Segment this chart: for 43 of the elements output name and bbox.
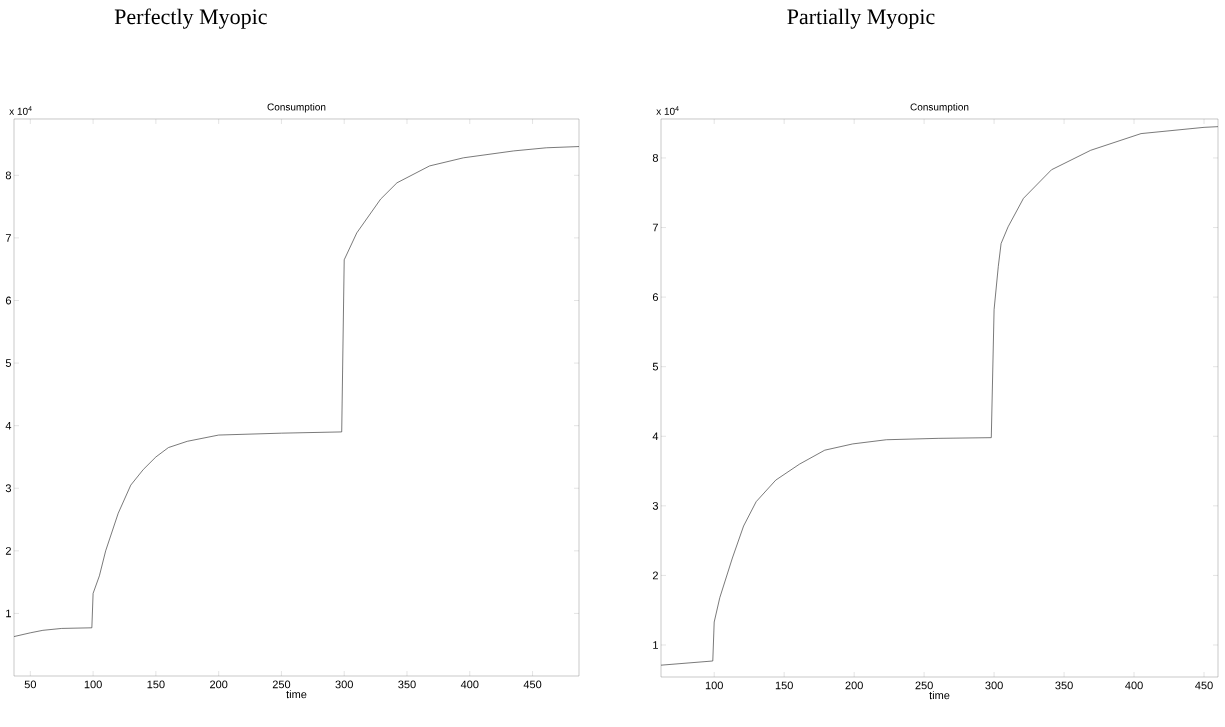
- x-tick-label: 350: [1055, 681, 1073, 690]
- y-tick-label: 4: [652, 432, 659, 441]
- y-tick-label: 2: [5, 546, 11, 555]
- line-series: [14, 146, 579, 637]
- chart-title: Perfectly Myopic: [114, 8, 267, 29]
- text: x 10$^{4}$: [656, 106, 679, 115]
- x-tick-label: 200: [210, 680, 228, 689]
- y-tick-label: 1: [653, 641, 658, 649]
- x-tick-label: 150: [147, 680, 165, 689]
- y-tick-label: 5: [652, 362, 659, 371]
- y-tick-label: 7: [5, 234, 11, 242]
- x-tick-label: 150: [775, 681, 793, 690]
- text: x 10$^{4}$: [9, 106, 32, 115]
- chart-subtitle: Consumption: [910, 103, 969, 113]
- x-tick-label: 450: [1195, 681, 1213, 690]
- line-series: [661, 126, 1219, 666]
- x-tick-label: 350: [398, 680, 416, 689]
- x-axis-title: time: [286, 690, 307, 699]
- y-tick-label: 3: [5, 484, 11, 493]
- y-tick-label: 3: [652, 501, 659, 510]
- y-tick-label: 5: [5, 359, 12, 367]
- y-tick-label: 6: [652, 293, 659, 302]
- x-tick-label: 300: [985, 681, 1003, 690]
- y-tick-label: 4: [5, 421, 12, 430]
- x-tick-label: 250: [915, 681, 933, 690]
- chart-title: Partially Myopic: [787, 8, 935, 29]
- y-tick-label: 1: [6, 609, 11, 618]
- y-tick-label: 8: [5, 171, 11, 180]
- x-axis-title: time: [929, 691, 950, 700]
- y-tick-label: 2: [652, 571, 658, 580]
- x-tick-label: 200: [845, 681, 863, 690]
- x-tick-label: 100: [705, 681, 723, 690]
- x-tick-label: 250: [272, 680, 291, 689]
- x-tick-label: 400: [460, 680, 479, 689]
- x-tick-label: 100: [84, 680, 102, 689]
- x-tick-label: 50: [24, 680, 37, 689]
- y-tick-label: 7: [652, 223, 658, 232]
- x-tick-label: 300: [335, 680, 353, 689]
- chart-subtitle: Consumption: [267, 103, 326, 113]
- x-tick-label: 400: [1125, 681, 1143, 690]
- y-tick-label: 6: [5, 296, 11, 305]
- x-tick-label: 450: [523, 680, 542, 689]
- y-tick-label: 8: [652, 154, 659, 162]
